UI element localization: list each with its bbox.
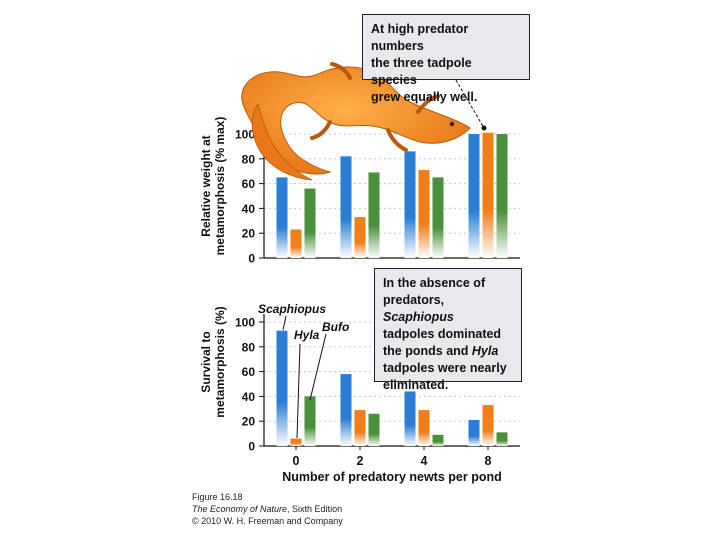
bar-hyla-2 — [354, 217, 366, 258]
bar-hyla-0 — [290, 229, 302, 258]
label-pointer-scaphiopus — [282, 315, 287, 331]
bar-scaphiopus-2 — [340, 374, 352, 446]
label-pointer-hyla — [296, 343, 301, 439]
bar-bufo-0 — [304, 396, 316, 446]
bar-scaphiopus-0 — [276, 177, 288, 258]
bar-bufo-4 — [432, 434, 444, 446]
bar-hyla-8 — [482, 132, 494, 258]
label-pointer-bufo — [309, 333, 327, 401]
callout-top-line: grew equally well. — [371, 90, 478, 104]
y-axis-label-line: Survival to — [199, 331, 213, 393]
bar-hyla-4 — [418, 410, 430, 446]
bar-bufo-8 — [496, 134, 508, 258]
y-axis-label-line: Relative weight at — [199, 135, 213, 237]
bar-scaphiopus-8 — [468, 419, 480, 446]
y-tick-label: 100 — [235, 316, 255, 330]
callout-top-line: At high predator numbers — [371, 22, 469, 53]
top-bar-chart: 0 20 40 60 80 100 — [235, 126, 520, 266]
callout-bottom-line: eliminated. — [383, 378, 449, 392]
y-tick-label: 0 — [248, 252, 255, 266]
copyright: © 2010 W. H. Freeman and Company — [192, 516, 343, 526]
bar-scaphiopus-4 — [404, 151, 416, 258]
bar-bufo-4 — [432, 177, 444, 258]
book-title: The Economy of Nature — [192, 504, 288, 514]
bar-scaphiopus-0 — [276, 330, 288, 446]
series-label-scaphiopus: Scaphiopus — [258, 302, 327, 316]
book-credit: The Economy of Nature, Sixth Edition — [192, 504, 342, 514]
y-tick-label: 40 — [242, 390, 256, 404]
bar-bufo-0 — [304, 188, 316, 258]
callout-species-scaphiopus: Scaphiopus — [383, 310, 454, 324]
callout-bottom: In the absence of predators, Scaphiopus … — [374, 268, 522, 392]
callout-top-line: the three tadpole species — [371, 56, 472, 87]
callout-bottom-line: the ponds and Hyla — [383, 343, 513, 360]
newt-illustration-icon — [241, 62, 471, 181]
callout-top-pointer — [455, 79, 485, 129]
bar-hyla-8 — [482, 405, 494, 446]
x-axis-label: Number of predatory newts per pond — [282, 470, 502, 484]
callout-top-pointer-dot — [481, 125, 487, 131]
series-label-bufo: Bufo — [322, 320, 350, 334]
y-tick-label: 20 — [242, 227, 256, 241]
bar-hyla-4 — [418, 169, 430, 258]
y-tick-label: 40 — [242, 202, 256, 216]
bar-scaphiopus-2 — [340, 156, 352, 258]
bar-bufo-2 — [368, 172, 380, 258]
y-tick-label: 0 — [248, 440, 255, 454]
book-edition: , Sixth Edition — [287, 504, 343, 514]
x-tick-label: 0 — [293, 454, 300, 468]
bar-scaphiopus-4 — [404, 391, 416, 446]
series-label-hyla: Hyla — [294, 328, 320, 342]
x-tick-label: 2 — [357, 454, 364, 468]
figure-number: Figure 16.18 — [192, 492, 243, 502]
y-axis-label-line: metamorphosis (% max) — [213, 116, 227, 256]
y-tick-label: 60 — [242, 177, 256, 191]
x-tick-label: 4 — [421, 454, 428, 468]
y-tick-label: 100 — [235, 128, 255, 142]
y-axis-label-bottom: Survival to metamorphosis (%) — [199, 292, 231, 432]
y-tick-label: 80 — [242, 152, 256, 166]
callout-bottom-line: In the absence of — [383, 276, 486, 290]
y-axis-label-line: metamorphosis (%) — [213, 306, 227, 418]
y-axis-label-top: Relative weight at metamorphosis (% max) — [199, 101, 231, 271]
callout-bottom-line: tadpoles were nearly — [383, 361, 507, 375]
bar-hyla-0 — [290, 438, 302, 446]
y-tick-label: 80 — [242, 340, 256, 354]
callout-text: the ponds and — [383, 344, 472, 358]
bar-hyla-2 — [354, 410, 366, 446]
callout-bottom-line: tadpoles dominated — [383, 327, 502, 341]
bottom-bar-chart: 0 20 40 60 80 100 0 2 4 8 — [235, 314, 520, 468]
y-tick-label: 20 — [242, 415, 256, 429]
callout-bottom-line: predators, Scaphiopus — [383, 292, 513, 326]
callout-top: At high predator numbers the three tadpo… — [362, 14, 530, 104]
bar-bufo-8 — [496, 432, 508, 446]
callout-text: predators, — [383, 293, 445, 307]
callout-species-hyla: Hyla — [471, 344, 499, 358]
x-tick-label: 8 — [485, 454, 492, 468]
bar-scaphiopus-8 — [468, 134, 480, 258]
bar-bufo-2 — [368, 413, 380, 446]
y-tick-label: 60 — [242, 365, 256, 379]
